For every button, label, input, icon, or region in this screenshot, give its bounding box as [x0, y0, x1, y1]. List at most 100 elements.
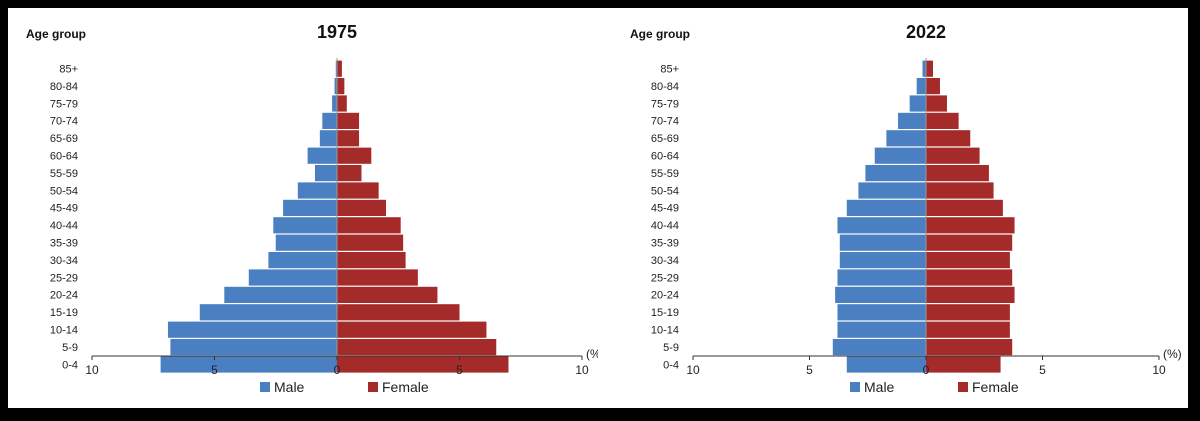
bar-male	[846, 199, 926, 216]
bar-female	[926, 199, 1003, 216]
bar-female	[926, 95, 947, 112]
figure-frame: Age group 1975 0-4 5-9 10-14 15-19 20-24 25-29 3…	[6, 6, 1190, 410]
bar-male	[858, 182, 926, 199]
bar-male	[909, 95, 926, 112]
age-group-label: 55-59	[50, 168, 78, 180]
bar-male	[837, 321, 926, 338]
x-tick-label: 10	[1152, 363, 1166, 377]
bar-male	[874, 147, 926, 164]
bar-female	[926, 217, 1015, 234]
age-group-label: 40-44	[50, 220, 78, 232]
bar-male	[837, 304, 926, 321]
bar-female	[926, 60, 933, 77]
x-tick-label: 5	[806, 363, 813, 377]
age-group-label: 70-74	[50, 116, 78, 128]
bar-female	[337, 147, 372, 164]
age-group-label: 0-4	[663, 359, 679, 371]
bar-female	[337, 356, 509, 373]
age-group-label: 40-44	[651, 220, 679, 232]
bar-male	[839, 252, 926, 269]
x-tick-label: 0	[334, 363, 341, 377]
bar-male	[322, 112, 337, 129]
age-group-label: 20-24	[50, 290, 78, 302]
x-tick-label: 5	[456, 363, 463, 377]
bar-female	[337, 78, 345, 95]
age-group-label: 30-34	[50, 255, 78, 267]
bar-male	[199, 304, 337, 321]
bar-female	[337, 252, 406, 269]
bar-female	[337, 217, 401, 234]
age-group-label: 75-79	[651, 98, 679, 110]
bar-male	[916, 78, 926, 95]
age-group-label: 35-39	[50, 238, 78, 250]
age-group-label: 85+	[660, 64, 679, 76]
bar-male	[268, 252, 337, 269]
bar-female	[337, 304, 460, 321]
legend-label-male: Male	[274, 379, 305, 395]
bar-female	[926, 339, 1013, 356]
bar-male	[307, 147, 337, 164]
bar-female	[337, 130, 360, 147]
age-group-label: 65-69	[50, 133, 78, 145]
legend-swatch-female	[958, 382, 968, 392]
bar-female	[337, 182, 379, 199]
age-group-label: 80-84	[50, 81, 78, 93]
age-group-label: 25-29	[651, 272, 679, 284]
x-tick-label: 10	[686, 363, 700, 377]
bar-male	[334, 78, 337, 95]
age-group-label: 0-4	[62, 359, 78, 371]
bar-male	[835, 286, 926, 303]
age-group-label: 75-79	[50, 98, 78, 110]
x-tick-label: 10	[85, 363, 99, 377]
bar-female	[926, 147, 980, 164]
bar-female	[926, 304, 1010, 321]
age-group-label: 65-69	[651, 133, 679, 145]
bar-female	[337, 234, 404, 251]
bar-female	[337, 199, 386, 216]
bar-female	[337, 95, 347, 112]
bar-male	[837, 269, 926, 286]
x-unit-label: (%)	[586, 347, 598, 361]
age-group-label: 55-59	[651, 168, 679, 180]
bar-male	[846, 356, 926, 373]
x-tick-label: 5	[211, 363, 218, 377]
age-group-label: 85+	[59, 64, 78, 76]
age-group-label: 45-49	[50, 203, 78, 215]
age-group-label: 50-54	[50, 185, 78, 197]
x-unit-label: (%)	[1163, 347, 1182, 361]
legend-label-female: Female	[382, 379, 429, 395]
bar-female	[926, 286, 1015, 303]
age-group-label: 5-9	[62, 342, 78, 354]
x-tick-label: 0	[923, 363, 930, 377]
age-group-label: 15-19	[651, 307, 679, 319]
bar-female	[337, 165, 362, 182]
bar-male	[865, 165, 926, 182]
bar-male	[832, 339, 926, 356]
legend-label-female: Female	[972, 379, 1019, 395]
bar-male	[248, 269, 337, 286]
yaxis-label: Age group	[26, 27, 86, 41]
bar-male	[273, 217, 337, 234]
bar-female	[926, 269, 1013, 286]
bar-female	[926, 112, 959, 129]
bar-male	[332, 95, 337, 112]
bar-male	[319, 130, 337, 147]
bar-female	[926, 321, 1010, 338]
age-group-label: 45-49	[651, 203, 679, 215]
chart-title: 2022	[906, 22, 946, 42]
bar-male	[839, 234, 926, 251]
bar-female	[337, 269, 418, 286]
bar-female	[926, 130, 971, 147]
legend-swatch-female	[368, 382, 378, 392]
bar-male	[886, 130, 926, 147]
age-group-label: 35-39	[651, 238, 679, 250]
pyramid-2022: Age group 2022 0-4 5-9 10-14 15-19 20-24 25-29 3…	[630, 22, 1182, 395]
age-group-label: 70-74	[651, 116, 679, 128]
bar-male	[314, 165, 337, 182]
yaxis-label: Age group	[630, 27, 690, 41]
bar-male	[167, 321, 337, 338]
age-group-label: 10-14	[50, 325, 78, 337]
age-group-label: 60-64	[50, 151, 78, 163]
bar-male	[283, 199, 337, 216]
bar-female	[337, 339, 497, 356]
